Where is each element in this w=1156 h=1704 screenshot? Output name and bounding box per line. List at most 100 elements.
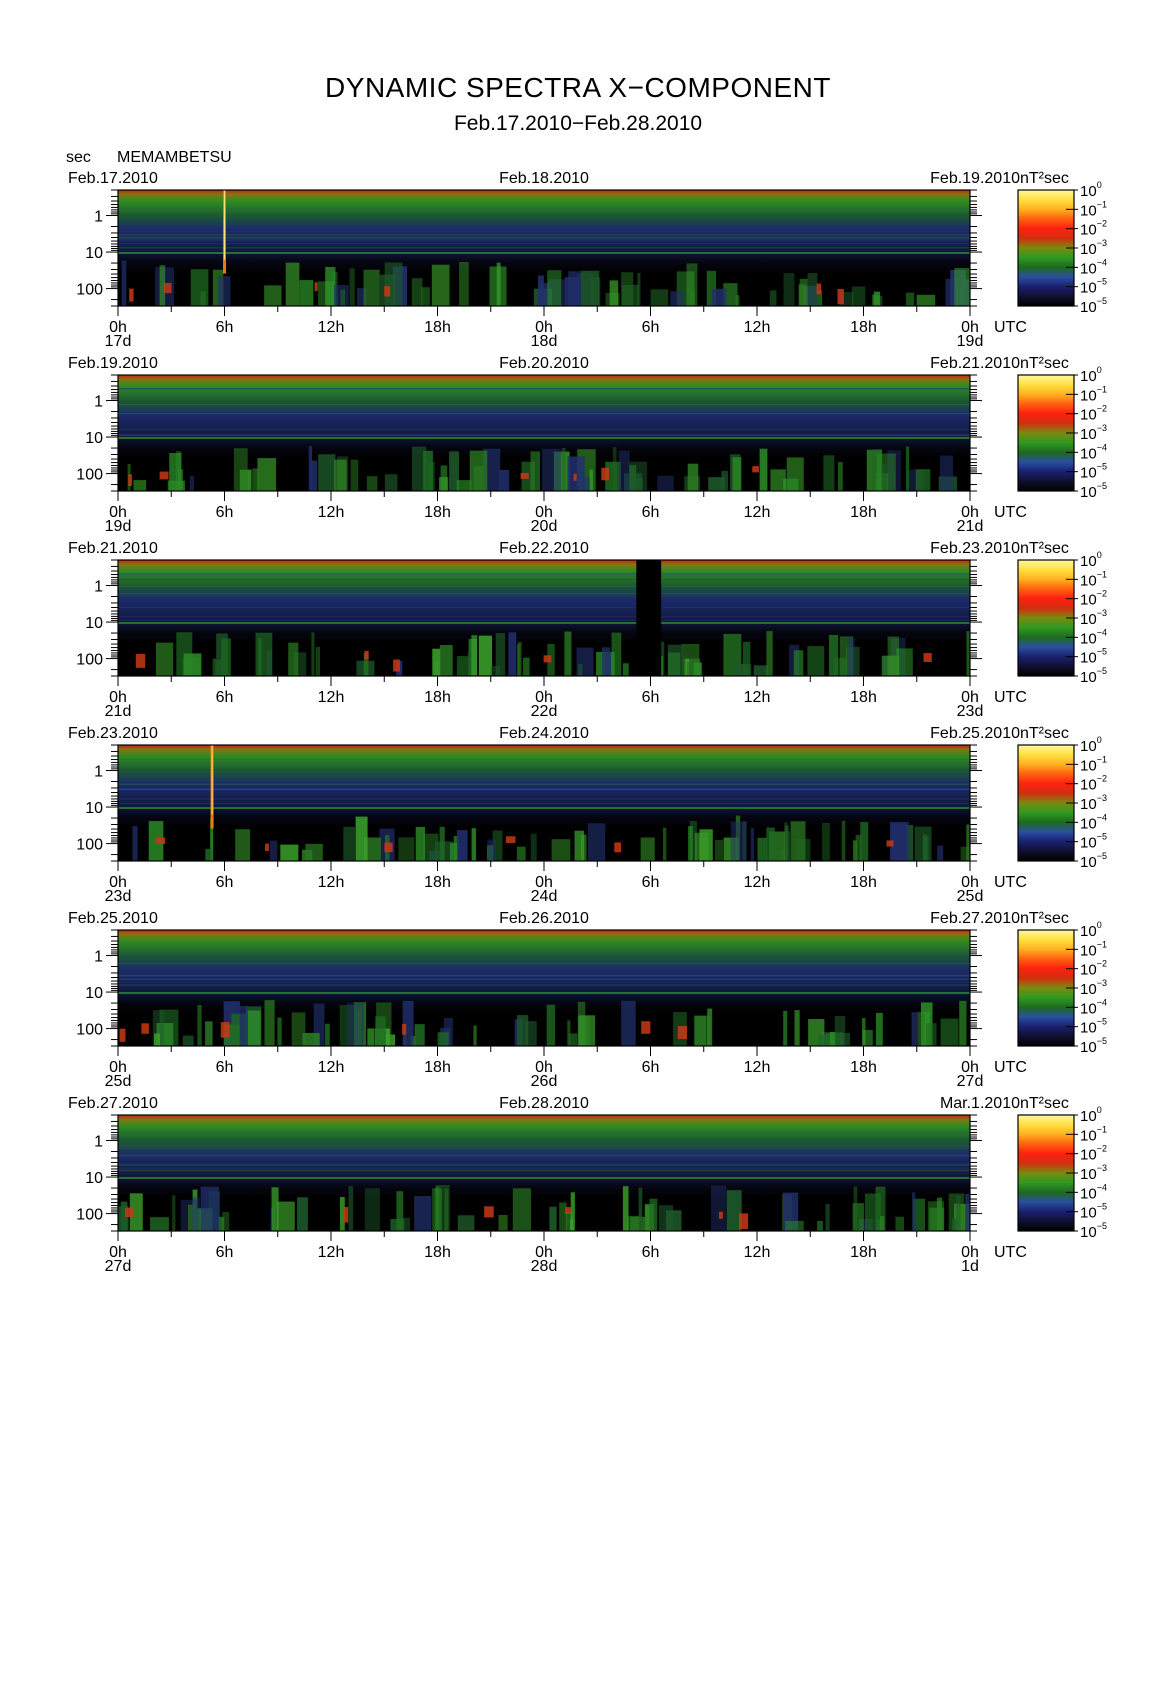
colorbar-tick-label: 10−5 [1080, 647, 1107, 667]
x-tick-label: 18h [424, 689, 451, 706]
spectrogram-area [118, 930, 970, 1046]
x-tick-label: 18h [850, 1059, 877, 1076]
x-day-label: 27d [957, 1073, 984, 1090]
y-tick-label: 100 [76, 837, 103, 854]
x-axis-ticks [117, 676, 971, 686]
x-day-label: 28d [531, 1258, 558, 1275]
x-tick-label: 12h [318, 319, 345, 336]
colorbar-tick-label: 100 [1080, 735, 1102, 755]
x-day-label: 24d [531, 888, 558, 905]
y-tick-label: 1 [94, 394, 103, 411]
x-day-label: 21d [957, 518, 984, 535]
y-axis-ticks [106, 1114, 982, 1232]
panel-left-date: Feb.21.2010 [68, 540, 158, 557]
x-tick-label: 6h [216, 1244, 234, 1261]
y-tick-label: 10 [85, 985, 103, 1002]
colorbar-tick-label: 10−5 [1080, 481, 1107, 501]
y-tick-label: 100 [76, 1207, 103, 1224]
colorbar-unit-label: nT²sec [1020, 540, 1069, 557]
y-axis-ticks [106, 559, 982, 677]
station-name: MEMAMBETSU [117, 149, 232, 166]
x-day-label: 18d [531, 333, 558, 350]
x-tick-label: 6h [216, 874, 234, 891]
colorbar-tick-label: 10−1 [1080, 569, 1107, 589]
x-axis-unit: UTC [994, 689, 1027, 706]
panel-left-date: Feb.19.2010 [68, 355, 158, 372]
colorbar-tick-label: 10−5 [1080, 296, 1107, 316]
colorbar-tick-label: 10−5 [1080, 851, 1107, 871]
y-tick-label: 100 [76, 282, 103, 299]
spectra-panel-6: Feb.27.2010 Feb.28.2010 Mar.1.2010 nT²sec 1 1… [68, 1095, 1107, 1275]
x-tick-label: 0h [961, 689, 979, 706]
colorbar-tick-label: 10−4 [1080, 627, 1107, 647]
y-tick-label: 1 [94, 949, 103, 966]
colorbar-tick-label: 10−4 [1080, 257, 1107, 277]
x-tick-label: 18h [424, 319, 451, 336]
x-tick-label: 6h [642, 319, 660, 336]
x-tick-label: 18h [424, 1244, 451, 1261]
x-axis-unit: UTC [994, 874, 1027, 891]
colorbar-tick-label: 10−2 [1080, 1144, 1107, 1164]
colorbar-tick-label: 100 [1080, 920, 1102, 940]
y-tick-label: 1 [94, 579, 103, 596]
colorbar-tick-label: 10−5 [1080, 462, 1107, 482]
colorbar-tick-label: 10−5 [1080, 277, 1107, 297]
x-tick-label: 18h [850, 689, 877, 706]
colorbar-tick-label: 10−1 [1080, 754, 1107, 774]
colorbar-tick-label: 10−3 [1080, 978, 1107, 998]
y-tick-label: 1 [94, 209, 103, 226]
x-tick-label: 12h [744, 504, 771, 521]
panel-right-date: Feb.23.2010 [930, 540, 1020, 557]
x-tick-label: 12h [744, 319, 771, 336]
x-tick-label: 0h [109, 504, 127, 521]
spectrogram-area [118, 190, 970, 306]
y-axis-unit: sec [66, 149, 91, 166]
x-tick-label: 0h [961, 319, 979, 336]
x-axis-ticks [117, 491, 971, 501]
colorbar-tick-label: 10−2 [1080, 219, 1107, 239]
x-tick-label: 0h [109, 1244, 127, 1261]
x-day-label: 20d [531, 518, 558, 535]
panel-mid-date: Feb.28.2010 [499, 1095, 589, 1112]
panel-mid-date: Feb.20.2010 [499, 355, 589, 372]
x-tick-label: 18h [850, 319, 877, 336]
x-tick-label: 12h [744, 874, 771, 891]
y-tick-label: 1 [94, 1134, 103, 1151]
x-tick-label: 0h [961, 1244, 979, 1261]
x-day-label: 26d [531, 1073, 558, 1090]
panel-mid-date: Feb.24.2010 [499, 725, 589, 742]
x-tick-label: 12h [744, 1059, 771, 1076]
colorbar-tick-label: 10−2 [1080, 589, 1107, 609]
panel-left-date: Feb.17.2010 [68, 170, 158, 187]
x-tick-label: 6h [642, 1244, 660, 1261]
y-axis-ticks [106, 744, 982, 862]
colorbar-tick-label: 10−1 [1080, 1124, 1107, 1144]
y-axis-ticks [106, 374, 982, 492]
spectrogram-area [118, 375, 970, 491]
x-tick-label: 6h [642, 504, 660, 521]
x-axis-ticks [117, 861, 971, 871]
spectrogram-area [118, 745, 970, 861]
x-tick-label: 0h [961, 504, 979, 521]
x-tick-label: 0h [535, 1059, 553, 1076]
colorbar-tick-label: 10−3 [1080, 423, 1107, 443]
colorbar-tick-label: 10−2 [1080, 404, 1107, 424]
panel-right-date: Mar.1.2010 [940, 1095, 1020, 1112]
colorbar-unit-label: nT²sec [1020, 1095, 1069, 1112]
x-tick-label: 0h [109, 319, 127, 336]
y-tick-label: 10 [85, 430, 103, 447]
x-axis-ticks [117, 1046, 971, 1056]
x-day-label: 21d [105, 703, 132, 720]
colorbar-unit-label: nT²sec [1020, 910, 1069, 927]
x-tick-label: 0h [535, 319, 553, 336]
colorbar-tick-label: 10−2 [1080, 774, 1107, 794]
colorbar-unit-label: nT²sec [1020, 170, 1069, 187]
y-tick-label: 100 [76, 467, 103, 484]
colorbar-tick-label: 100 [1080, 1105, 1102, 1125]
panel-right-date: Feb.19.2010 [930, 170, 1020, 187]
colorbar-tick-label: 10−3 [1080, 238, 1107, 258]
y-axis-ticks [106, 189, 982, 307]
